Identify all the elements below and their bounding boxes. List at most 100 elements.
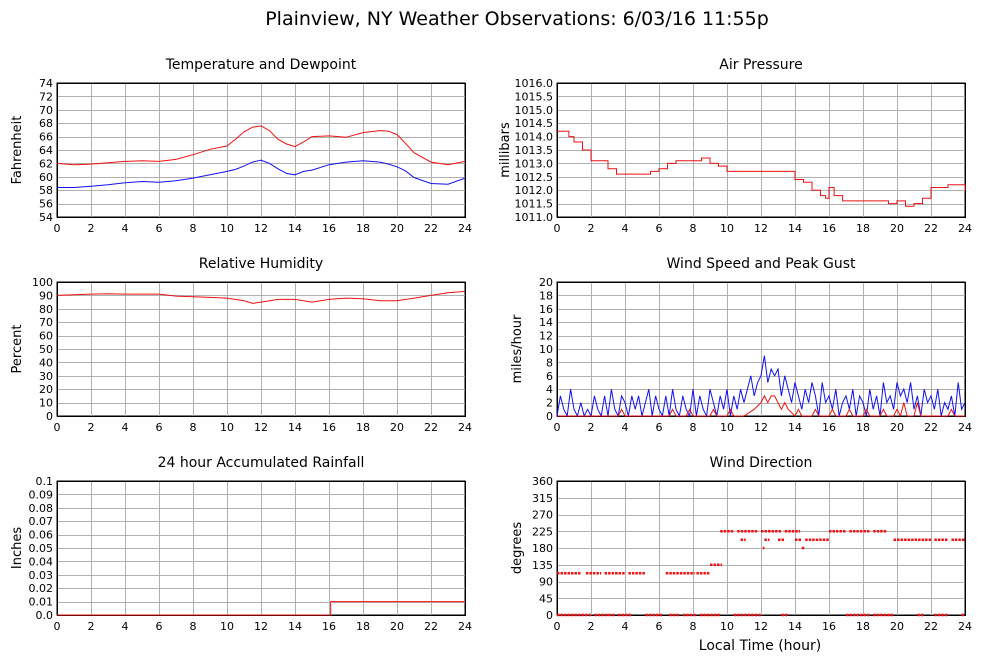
y-tick-label: 60 [39,330,53,343]
x-tick-label: 6 [156,421,163,434]
x-tick-label: 8 [690,620,697,633]
x-tick-label: 2 [88,222,95,235]
chart-title-temp: Temperature and Dewpoint [165,57,357,73]
x-tick-label: 22 [424,222,438,235]
y-tick-label: 66 [39,131,53,144]
y-tick-label: 20 [539,276,553,289]
chart-title-wind: Wind Speed and Peak Gust [667,256,856,272]
x-tick-label: 8 [190,222,197,235]
plot-border-direction [557,481,966,616]
x-tick-label: 22 [924,620,938,633]
series-line-temp-1 [57,159,466,188]
x-tick-label: 16 [822,222,836,235]
chart-panels: 0 2 4 6 8 10 12 14 16 18 20 22 245456586062646668707… [10,57,972,633]
y-tick-label: 0.04 [29,555,54,568]
x-tick-label: 22 [424,620,438,633]
y-tick-label: 4 [546,383,553,396]
y-tick-label: 80 [39,303,53,316]
y-tick-label: 54 [39,211,53,224]
x-tick-label: 16 [822,620,836,633]
series-line-wind-0 [556,355,966,418]
x-tick-label: 10 [720,620,734,633]
y-axis-label-direction: degrees [510,522,525,575]
y-tick-label: 56 [39,198,53,211]
y-tick-label: 0.03 [29,569,54,582]
x-tick-label: 10 [220,421,234,434]
y-tick-label: 1013.0 [515,157,554,170]
y-tick-label: 0.06 [29,529,54,542]
y-tick-label: 70 [39,104,53,117]
y-tick-label: 64 [39,144,53,157]
chart-title-humidity: Relative Humidity [199,256,323,272]
y-tick-label: 0.09 [29,488,54,501]
y-tick-label: 0.01 [29,596,54,609]
x-tick-label: 0 [554,421,561,434]
x-tick-label: 20 [890,222,904,235]
x-axis-label: Local Time (hour) [699,638,821,654]
x-tick-label: 4 [122,421,129,434]
y-tick-label: 40 [39,356,53,369]
x-tick-label: 10 [220,620,234,633]
y-tick-label: 12 [539,330,553,343]
y-tick-label: 45 [539,592,553,605]
y-axis-label-temp: Fahrenheit [10,116,25,185]
y-tick-label: 0.1 [36,475,54,488]
y-axis-label-pressure: millibars [498,122,513,178]
x-tick-label: 16 [822,421,836,434]
y-tick-label: 0.02 [29,582,54,595]
y-tick-label: 70 [39,316,53,329]
y-tick-label: 0.07 [29,515,54,528]
x-tick-label: 18 [356,421,370,434]
page-title: Plainview, NY Weather Observations: 6/03… [265,8,769,30]
series-line-temp-0 [56,125,466,166]
x-tick-label: 0 [54,620,61,633]
x-tick-label: 4 [122,620,129,633]
x-tick-label: 2 [88,421,95,434]
x-tick-label: 0 [54,421,61,434]
y-tick-label: 0 [46,410,53,423]
x-tick-label: 8 [690,222,697,235]
x-tick-label: 8 [690,421,697,434]
y-tick-label: 1015.0 [515,104,554,117]
y-tick-label: 30 [39,370,53,383]
x-tick-label: 24 [458,222,472,235]
y-tick-label: 16 [539,303,553,316]
y-tick-label: 62 [39,157,53,170]
x-tick-label: 4 [622,421,629,434]
y-tick-label: 135 [532,559,553,572]
plot-border-humidity [57,282,466,417]
y-tick-label: 68 [39,117,53,130]
y-tick-label: 90 [39,289,53,302]
x-tick-label: 18 [856,620,870,633]
x-tick-label: 20 [390,620,404,633]
y-tick-label: 0.05 [29,542,54,555]
chart-humidity: 0 2 4 6 8 10 12 14 16 18 20 22 240102030405060708090… [10,256,472,434]
x-tick-label: 22 [924,222,938,235]
x-tick-label: 2 [588,620,595,633]
series-line-humidity-0 [56,290,466,304]
chart-title-direction: Wind Direction [710,455,813,471]
x-tick-label: 8 [190,620,197,633]
x-tick-label: 10 [720,222,734,235]
y-axis-label-rain: Inches [10,527,25,569]
y-tick-label: 18 [539,289,553,302]
x-tick-label: 12 [254,222,268,235]
y-tick-label: 20 [39,383,53,396]
x-tick-label: 12 [754,421,768,434]
x-tick-label: 18 [856,222,870,235]
plot-border-temp [57,83,466,218]
chart-wind: 0 2 4 6 8 10 12 14 16 18 20 22 2402468101214161820Wi… [510,256,972,434]
y-tick-label: 270 [532,509,553,522]
x-tick-label: 20 [890,620,904,633]
x-tick-label: 4 [122,222,129,235]
x-tick-label: 22 [924,421,938,434]
y-tick-label: 1012.5 [515,171,554,184]
y-axis-label-humidity: Percent [10,325,25,374]
x-tick-label: 24 [458,421,472,434]
y-tick-label: 6 [546,370,553,383]
y-tick-label: 1011.0 [515,211,554,224]
x-tick-label: 4 [622,222,629,235]
y-tick-label: 0.0 [36,609,54,622]
y-tick-label: 0 [546,609,553,622]
x-tick-label: 14 [288,620,302,633]
